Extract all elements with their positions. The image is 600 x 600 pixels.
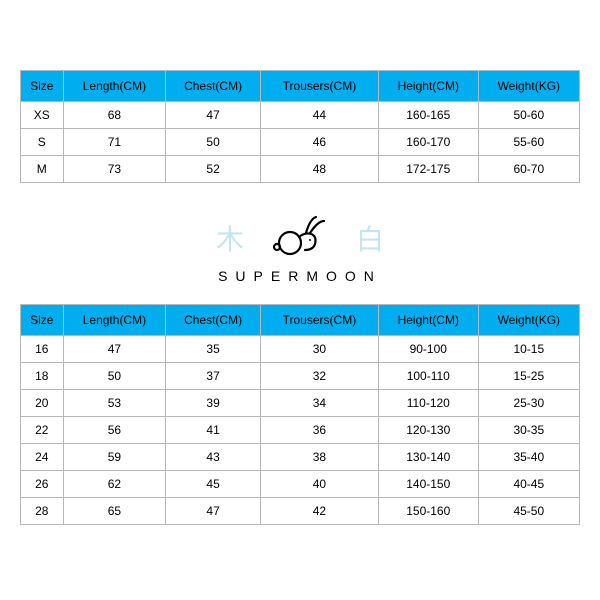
table-cell: 60-70 [478,156,579,183]
table-cell: 25-30 [478,390,579,417]
table-row: 26624540140-15040-45 [21,471,580,498]
brand-icons: 木 [20,213,580,262]
table-cell: 47 [166,102,261,129]
table-cell: S [21,129,64,156]
table-cell: 47 [63,336,166,363]
col-height: Height(CM) [378,71,478,102]
table-body-kids: 1647353090-10010-1518503732100-11015-252… [21,336,580,525]
table-row: XS684744160-16550-60 [21,102,580,129]
table-row: S715046160-17055-60 [21,129,580,156]
size-table-kids: Size Length(CM) Chest(CM) Trousers(CM) H… [20,304,580,525]
col-weight: Weight(KG) [478,305,579,336]
table-cell: 53 [63,390,166,417]
table-cell: 160-165 [378,102,478,129]
col-chest: Chest(CM) [166,71,261,102]
col-trousers: Trousers(CM) [260,71,378,102]
table-cell: 30-35 [478,417,579,444]
table-cell: 35-40 [478,444,579,471]
table-cell: 50 [166,129,261,156]
brand-char-right: 白 [356,218,384,258]
table-cell: 160-170 [378,129,478,156]
table-cell: 130-140 [378,444,478,471]
table-cell: 20 [21,390,64,417]
table-cell: 42 [260,498,378,525]
table-cell: 37 [166,363,261,390]
table-cell: 36 [260,417,378,444]
table-cell: 15-25 [478,363,579,390]
table-cell: 100-110 [378,363,478,390]
table-cell: 16 [21,336,64,363]
table-row: M735248172-17560-70 [21,156,580,183]
brand-char-left: 木 [216,218,244,258]
table-cell: 73 [63,156,166,183]
table-cell: 10-15 [478,336,579,363]
table-cell: 41 [166,417,261,444]
col-size: Size [21,71,64,102]
table-cell: 172-175 [378,156,478,183]
table-cell: 120-130 [378,417,478,444]
col-chest: Chest(CM) [166,305,261,336]
table-cell: 40-45 [478,471,579,498]
col-length: Length(CM) [63,305,166,336]
table-cell: XS [21,102,64,129]
table-cell: 26 [21,471,64,498]
table-row: 1647353090-10010-15 [21,336,580,363]
table-row: 20533934110-12025-30 [21,390,580,417]
table-cell: 46 [260,129,378,156]
page: Size Length(CM) Chest(CM) Trousers(CM) H… [0,0,600,600]
table-cell: 62 [63,471,166,498]
table-cell: 52 [166,156,261,183]
table-cell: 50-60 [478,102,579,129]
table-cell: M [21,156,64,183]
table-cell: 44 [260,102,378,129]
table-cell: 65 [63,498,166,525]
table-row: 24594338130-14035-40 [21,444,580,471]
table-cell: 28 [21,498,64,525]
table-cell: 22 [21,417,64,444]
table-header-row: Size Length(CM) Chest(CM) Trousers(CM) H… [21,71,580,102]
table-cell: 110-120 [378,390,478,417]
table-cell: 30 [260,336,378,363]
table-cell: 55-60 [478,129,579,156]
table-header-row: Size Length(CM) Chest(CM) Trousers(CM) H… [21,305,580,336]
col-size: Size [21,305,64,336]
table-row: 18503732100-11015-25 [21,363,580,390]
table-cell: 150-160 [378,498,478,525]
rabbit-icon [272,213,328,262]
brand-name: SUPERMOON [20,268,580,284]
col-weight: Weight(KG) [478,71,579,102]
table-cell: 45 [166,471,261,498]
table-cell: 68 [63,102,166,129]
table-row: 22564136120-13030-35 [21,417,580,444]
table-cell: 18 [21,363,64,390]
table-cell: 90-100 [378,336,478,363]
table-cell: 56 [63,417,166,444]
table-cell: 47 [166,498,261,525]
size-table-adult: Size Length(CM) Chest(CM) Trousers(CM) H… [20,70,580,183]
brand-block: 木 [20,213,580,284]
col-height: Height(CM) [378,305,478,336]
table-cell: 40 [260,471,378,498]
table-cell: 32 [260,363,378,390]
table-body-adult: XS684744160-16550-60S715046160-17055-60M… [21,102,580,183]
table-cell: 140-150 [378,471,478,498]
table-cell: 71 [63,129,166,156]
table-cell: 50 [63,363,166,390]
table-cell: 34 [260,390,378,417]
col-length: Length(CM) [63,71,166,102]
table-cell: 59 [63,444,166,471]
col-trousers: Trousers(CM) [260,305,378,336]
table-cell: 24 [21,444,64,471]
table-cell: 38 [260,444,378,471]
table-cell: 43 [166,444,261,471]
table-cell: 45-50 [478,498,579,525]
table-row: 28654742150-16045-50 [21,498,580,525]
table-cell: 35 [166,336,261,363]
table-cell: 39 [166,390,261,417]
table-cell: 48 [260,156,378,183]
